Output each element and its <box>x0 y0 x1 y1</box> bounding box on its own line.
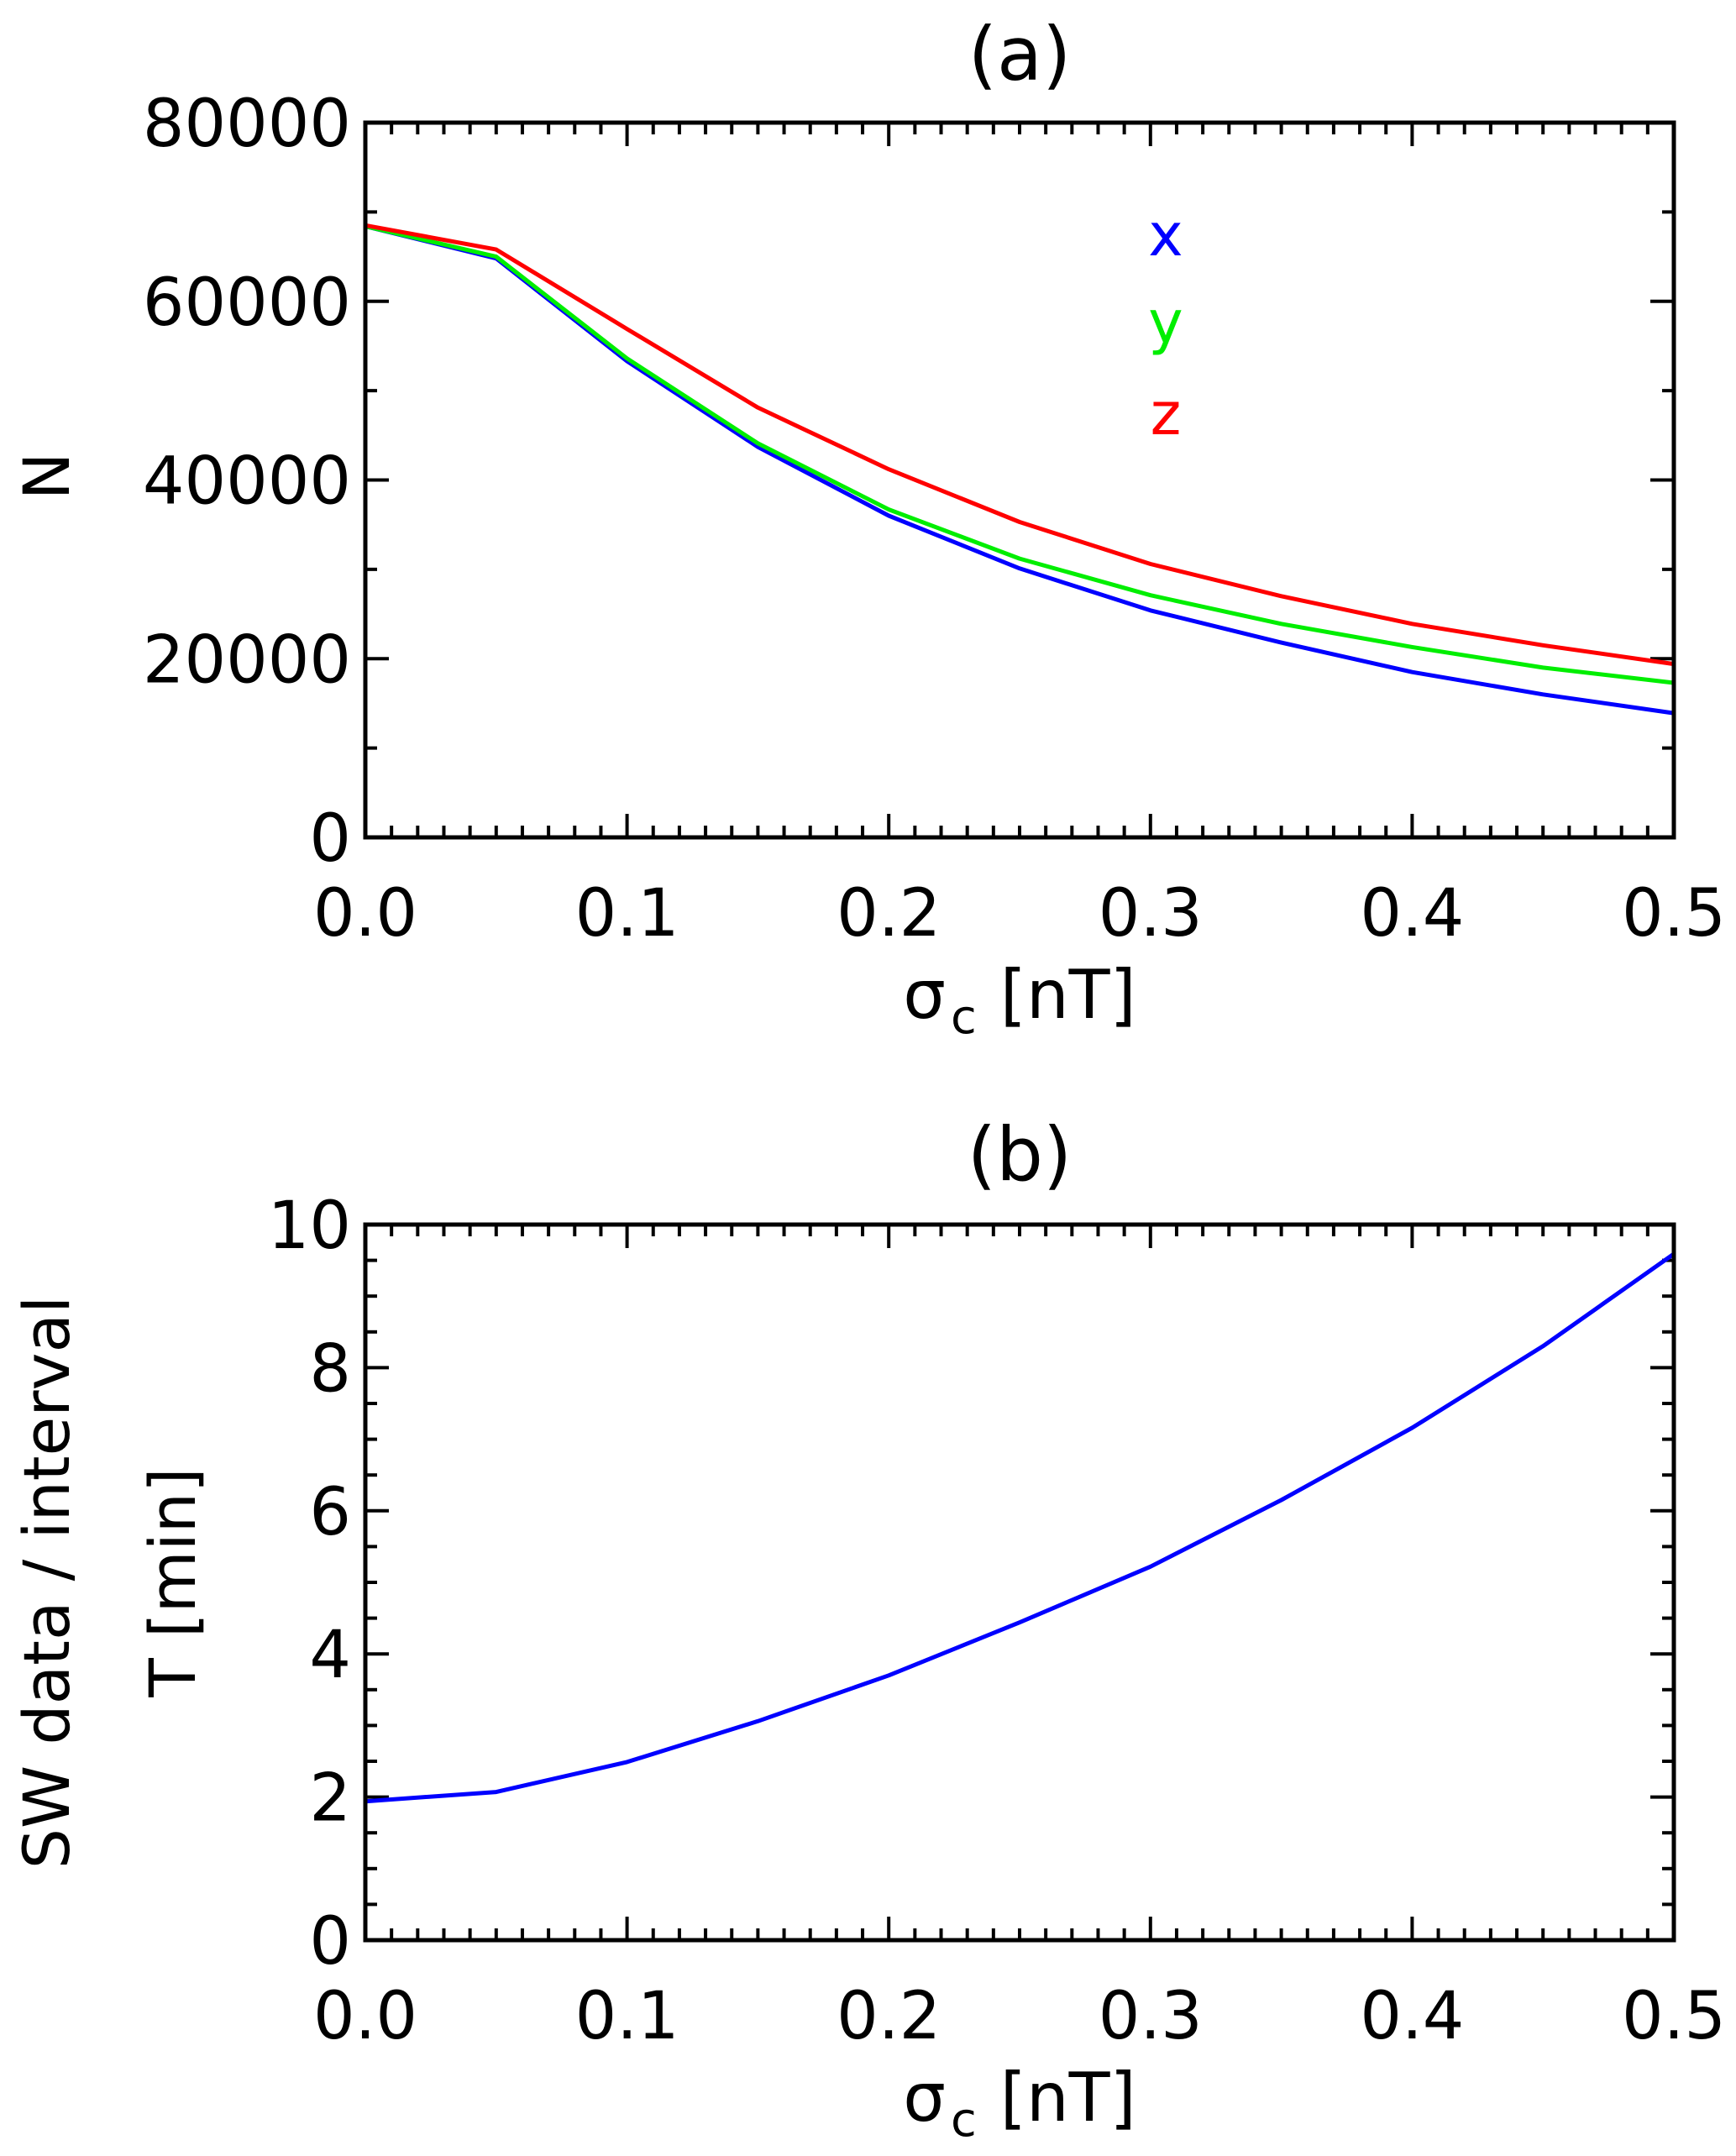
panel-b-x-tick-labels: 0.0 0.1 0.2 0.3 0.4 0.5 <box>313 1979 1726 2054</box>
panel-a-xlabel: σ c [nT] <box>903 956 1136 1045</box>
panel-b-xlabel-subscript: c <box>951 2093 977 2148</box>
y-tick-label: 80000 <box>143 87 351 162</box>
panel-a-ticks <box>364 121 1676 839</box>
panel-a-y-tick-labels: 0 20000 40000 60000 80000 <box>143 87 351 877</box>
legend-entry-z: z <box>1151 380 1182 449</box>
legend-entry-y: y <box>1148 288 1183 357</box>
x-tick-label: 0.2 <box>837 876 941 952</box>
panel-b: (b) 0.0 0.1 0.2 0.3 0.4 0.5 0 2 4 6 8 10 SW data /… <box>9 1111 1726 2148</box>
series-line-T <box>365 1251 1676 1804</box>
series-line-y <box>365 223 1675 685</box>
x-tick-label: 0.5 <box>1622 876 1726 952</box>
panel-b-xlabel-unit: [nT] <box>1000 2059 1136 2137</box>
panel-a-xlabel-unit: [nT] <box>1000 956 1136 1034</box>
x-tick-label: 0.0 <box>313 876 417 952</box>
panel-b-ylabel-line2: T [min] <box>135 1467 210 1697</box>
y-tick-label: 2 <box>309 1761 351 1837</box>
panel-a-title: (a) <box>968 11 1072 97</box>
panel-b-xlabel-symbol: σ <box>903 2059 946 2137</box>
y-tick-label: 6 <box>309 1475 351 1550</box>
legend: x y z <box>1148 201 1183 449</box>
x-tick-label: 0.0 <box>313 1979 417 2054</box>
series-line-x <box>365 223 1675 716</box>
x-tick-label: 0.1 <box>575 876 679 952</box>
series-line-z <box>365 223 1675 667</box>
panel-b-frame <box>363 1222 1676 1943</box>
panel-a-ylabel: N <box>9 453 84 501</box>
y-tick-label: 10 <box>268 1188 351 1264</box>
y-tick-label: 20000 <box>143 622 351 698</box>
panel-b-lines <box>365 1251 1676 1804</box>
panel-a-xlabel-symbol: σ <box>903 956 946 1034</box>
y-tick-label: 60000 <box>143 265 351 341</box>
panel-b-ylabel-line1: SW data / interval <box>9 1296 84 1869</box>
panel-b-ticks <box>364 1223 1676 1942</box>
panel-a-frame <box>363 120 1676 840</box>
y-tick-label: 0 <box>309 1904 351 1980</box>
x-tick-label: 0.4 <box>1360 876 1464 952</box>
panel-a-lines <box>365 223 1675 716</box>
panel-a: (a) 0.0 0.1 0.2 0.3 0.4 0.5 0 20000 40000 60000 8… <box>9 11 1726 1045</box>
legend-entry-x: x <box>1148 201 1183 270</box>
panel-b-xlabel: σ c [nT] <box>903 2059 1136 2148</box>
y-tick-label: 40000 <box>143 444 351 520</box>
x-tick-label: 0.5 <box>1622 1979 1726 2054</box>
panel-a-xlabel-subscript: c <box>951 990 977 1045</box>
y-tick-label: 0 <box>309 801 351 877</box>
panel-b-y-tick-labels: 0 2 4 6 8 10 <box>268 1188 351 1980</box>
x-tick-label: 0.3 <box>1099 876 1203 952</box>
panel-b-title: (b) <box>968 1111 1073 1198</box>
x-tick-label: 0.1 <box>575 1979 679 2054</box>
x-tick-label: 0.2 <box>837 1979 941 2054</box>
x-tick-label: 0.4 <box>1360 1979 1464 2054</box>
x-tick-label: 0.3 <box>1099 1979 1203 2054</box>
panel-a-x-tick-labels: 0.0 0.1 0.2 0.3 0.4 0.5 <box>313 876 1726 952</box>
y-tick-label: 4 <box>309 1618 351 1693</box>
y-tick-label: 8 <box>309 1331 351 1407</box>
